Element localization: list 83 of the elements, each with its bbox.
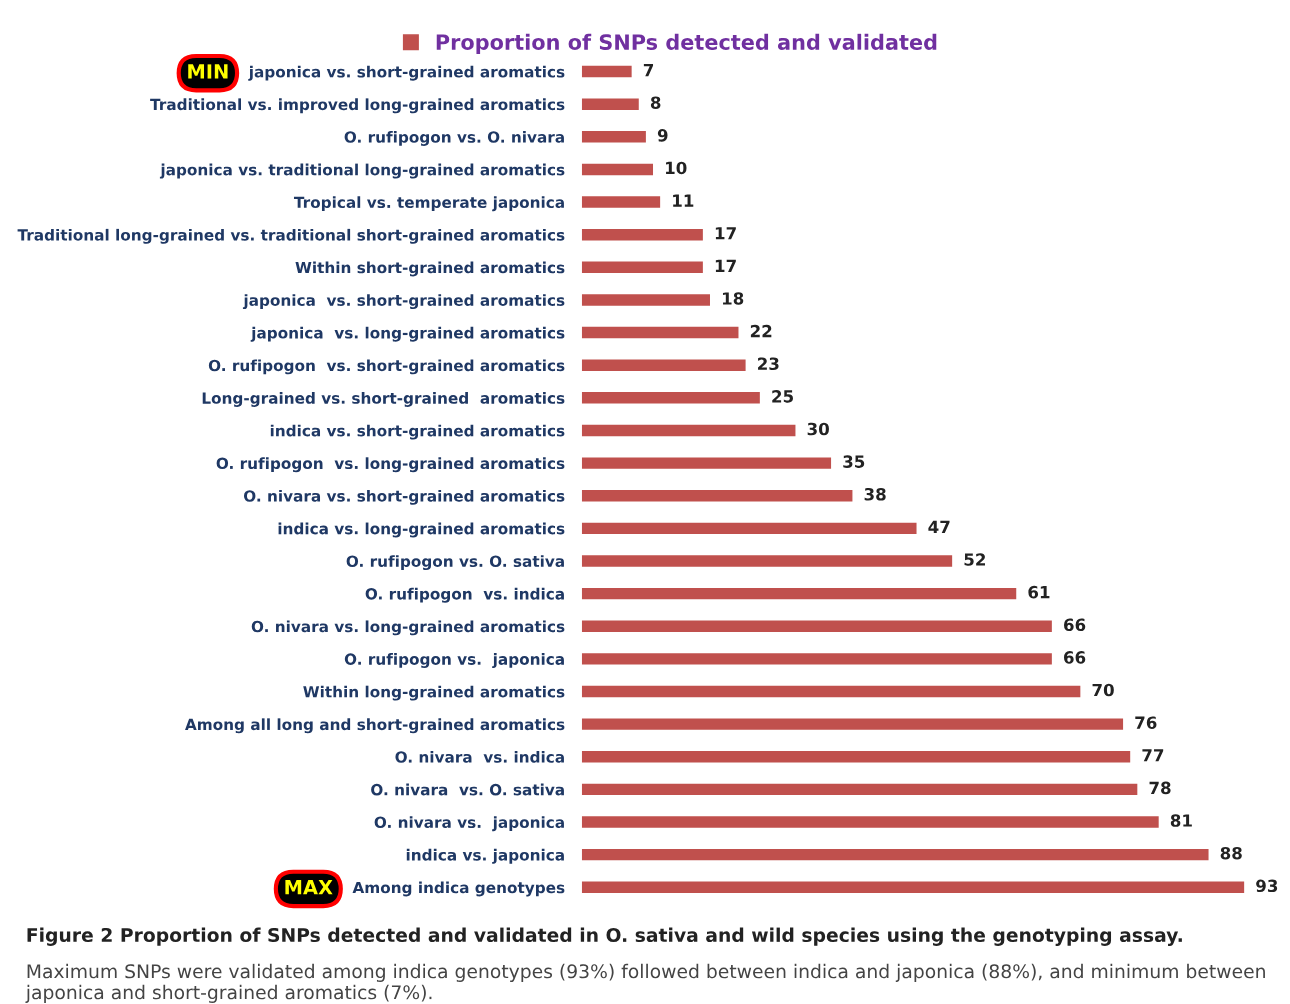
data-label: 66 <box>1064 651 1086 664</box>
bar <box>581 424 796 437</box>
bar <box>581 555 953 567</box>
data-label: 30 <box>807 422 829 436</box>
bar <box>581 326 739 339</box>
data-label: 93 <box>1256 879 1278 893</box>
bar <box>581 294 710 306</box>
bar <box>581 98 639 110</box>
y-tick-label: O. rufipogon vs. O. nivara <box>344 130 564 146</box>
legend-label: Proportion of SNPs detected and validated <box>436 33 937 54</box>
bar <box>581 65 632 78</box>
bar <box>581 848 1209 861</box>
bar <box>581 718 1124 730</box>
y-tick-label: japonica vs. long-grained aromatics <box>250 326 565 342</box>
bar <box>581 196 661 208</box>
bar <box>581 490 853 502</box>
bar <box>581 620 1052 632</box>
y-tick-label: O. nivara vs. short-grained aromatics <box>243 489 565 505</box>
y-tick-label: O. nivara vs. japonica <box>374 816 564 832</box>
y-tick-label: Traditional long-grained vs. traditional short-grained aromatics <box>17 228 565 244</box>
data-label: 35 <box>843 455 865 468</box>
bar <box>581 163 654 176</box>
data-label: 18 <box>722 292 744 305</box>
y-tick-label: Among all long and short-grained aromatics <box>185 718 565 734</box>
bar <box>581 751 1131 763</box>
bar <box>581 816 1159 828</box>
data-label: 70 <box>1092 683 1114 697</box>
y-tick-label: Long-grained vs. short-grained aromatics <box>202 392 565 407</box>
data-label: 47 <box>928 520 950 533</box>
y-tick-label: O. rufipogon vs. long-grained aromatics <box>216 457 565 473</box>
bar <box>581 457 832 469</box>
data-label: 88 <box>1220 846 1242 860</box>
y-tick-label: Among indica genotypes <box>352 881 565 897</box>
data-label: 66 <box>1064 618 1086 632</box>
bar <box>581 653 1052 665</box>
data-label: 77 <box>1142 749 1164 762</box>
bar <box>581 522 917 535</box>
data-label: 52 <box>964 553 985 566</box>
y-tick-label: indica vs. short-grained aromatics <box>270 424 565 440</box>
y-tick-label: japonica vs. short-grained aromatics <box>248 65 565 81</box>
text: MIN <box>188 64 228 79</box>
data-label: 76 <box>1135 716 1157 729</box>
y-tick-label: indica vs. long-grained aromatics <box>278 522 565 538</box>
y-tick-label: O. rufipogon vs. indica <box>365 587 564 603</box>
data-label: 8 <box>650 96 661 109</box>
data-label: 25 <box>772 390 793 403</box>
y-tick-label: O. nivara vs. long-grained aromatics <box>251 620 565 636</box>
bar <box>581 587 1017 600</box>
y-tick-label: Within short-grained aromatics <box>295 261 565 277</box>
data-label: 38 <box>864 487 886 501</box>
y-tick-label: O. nivara vs. O. sativa <box>371 783 564 796</box>
bar <box>581 392 760 404</box>
data-label: 17 <box>715 259 736 272</box>
bar <box>581 783 1138 796</box>
data-label: 78 <box>1149 781 1171 795</box>
y-tick-label: japonica vs. traditional long-grained aromatics <box>159 163 565 179</box>
bar <box>581 261 703 274</box>
data-label: 81 <box>1170 814 1192 827</box>
data-label: 61 <box>1028 585 1050 599</box>
data-label: 17 <box>715 227 736 240</box>
data-label: 7 <box>643 63 654 77</box>
y-tick-label: indica vs. japonica <box>406 848 564 864</box>
data-label: 23 <box>758 357 779 371</box>
y-tick-label: O. rufipogon vs. O. sativa <box>346 555 564 571</box>
data-label: 22 <box>750 324 772 338</box>
bar <box>581 881 1245 893</box>
y-tick-label: Tropical vs. temperate japonica <box>293 196 564 212</box>
bar <box>581 359 746 371</box>
bar <box>581 131 646 143</box>
y-tick-label: Within long-grained aromatics <box>303 685 565 701</box>
bar <box>581 685 1081 698</box>
y-tick-label: O. rufipogon vs. short-grained aromatics <box>208 359 565 375</box>
y-tick-label: Traditional vs. improved long-grained aromatics <box>150 98 565 114</box>
data-label: 11 <box>673 194 694 207</box>
y-tick-label: japonica vs. short-grained aromatics <box>242 294 565 310</box>
y-tick-label: O. rufipogon vs. japonica <box>344 653 564 668</box>
text: MAX <box>285 880 333 895</box>
caption: Figure 2 Proportion of SNPs detected and validated in O. sativa and wild species using the genotyping assay. <box>27 927 1182 946</box>
text: Maximum SNPs were validated among indica genotypes (93%) followed between indica and japonica (88%), and minimum between japonica and short-grained aromatics (7%). <box>25 963 1265 1003</box>
y-tick-label: O. nivara vs. indica <box>395 750 564 763</box>
bar <box>581 228 703 241</box>
data-label: 9 <box>657 129 668 142</box>
data-label: 10 <box>666 161 687 175</box>
